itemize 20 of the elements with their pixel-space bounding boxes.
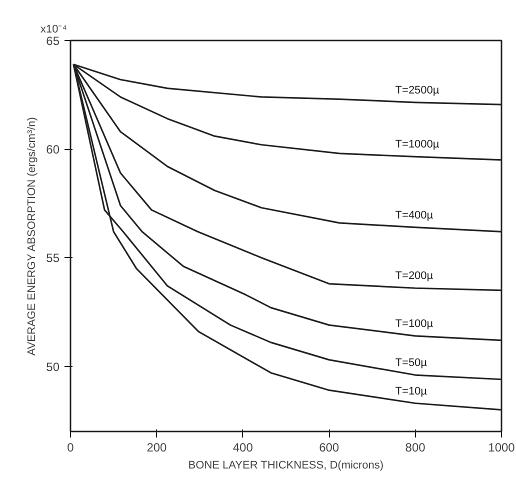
x-tick-label: 1000 [488,440,516,454]
y-tick-label: 60 [46,142,60,157]
y-tick-label: 50 [46,360,60,374]
x-axis-title: BONE LAYER THICKNESS, D(microns) [188,460,384,472]
series-label: T=50µ [395,357,428,370]
series-label: T=200µ [395,270,434,282]
y-tick-label: 55 [46,251,60,266]
y-axis-title: AVERAGE ENERGY ABSORPTION (ergs/cm³/n) [26,117,38,356]
x-tick-label: 400 [232,440,254,454]
x-tick-label: 200 [146,440,168,454]
x-tick-label: 600 [319,440,340,454]
x-tick-label: 800 [405,440,426,454]
y-tick-label: 65 [46,34,60,48]
series-label: T=400µ [395,209,434,222]
series-label: T=10µ [395,385,428,398]
series-label: T=1000µ [395,138,440,151]
series-label: T=2500µ [395,84,440,96]
text: x10⁻⁴ [40,24,68,36]
series-label: T=100µ [395,318,434,330]
x-tick-label: 0 [67,440,74,454]
